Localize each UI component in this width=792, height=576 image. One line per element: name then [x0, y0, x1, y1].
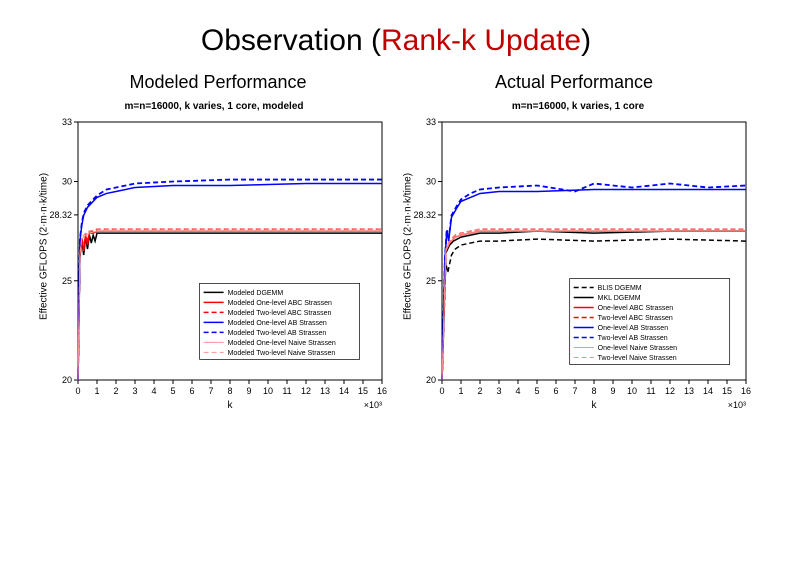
- title-highlight: Rank-k Update: [381, 24, 581, 57]
- legend-label: Two-level ABC Strassen: [598, 315, 673, 322]
- x-tick-label: 13: [684, 386, 694, 396]
- x-tick-label: 8: [591, 386, 596, 396]
- x-tick-label: 15: [722, 386, 732, 396]
- chart-right-ylabel: Effective GFLOPS (2·m·n·k/time): [403, 167, 414, 327]
- x-tick-label: 7: [572, 386, 577, 396]
- x-axis-label: k: [592, 400, 598, 411]
- y-tick-label: 28.32: [49, 210, 72, 220]
- x-tick-label: 11: [282, 386, 291, 396]
- y-tick-label: 33: [426, 117, 436, 127]
- x-axis-label: k: [228, 400, 234, 411]
- chart-right: m=n=16000, k varies, 1 core Effective GF…: [398, 101, 758, 421]
- legend-label: One-level Naive Strassen: [598, 345, 677, 352]
- legend-label: Modeled DGEMM: [228, 290, 284, 297]
- x-tick-label: 7: [208, 386, 213, 396]
- legend-label: Modeled One-level ABC Strassen: [228, 300, 332, 307]
- title-post: ): [581, 24, 591, 57]
- x-tick-label: 0: [439, 386, 444, 396]
- legend-label: Two-level Naive Strassen: [598, 355, 677, 362]
- y-tick-label: 28.32: [413, 210, 436, 220]
- x-tick-label: 6: [553, 386, 558, 396]
- x-tick-label: 11: [646, 386, 655, 396]
- x-tick-label: 9: [610, 386, 615, 396]
- y-tick-label: 30: [62, 177, 72, 187]
- x-tick-label: 6: [189, 386, 194, 396]
- x-tick-label: 5: [534, 386, 539, 396]
- x-tick-label: 12: [301, 386, 311, 396]
- x-tick-label: 0: [75, 386, 80, 396]
- x-tick-label: 13: [320, 386, 330, 396]
- x-tick-label: 12: [665, 386, 675, 396]
- x-tick-label: 3: [496, 386, 501, 396]
- legend-label: Modeled One-level Naive Strassen: [228, 340, 336, 347]
- x-tick-label: 14: [703, 386, 713, 396]
- legend-label: Two-level AB Strassen: [598, 335, 668, 342]
- x-tick-label: 1: [94, 386, 99, 396]
- x-multiplier: ×10³: [728, 400, 746, 410]
- x-tick-label: 3: [132, 386, 137, 396]
- legend-label: Modeled Two-level ABC Strassen: [228, 310, 332, 317]
- chart-left-title: m=n=16000, k varies, 1 core, modeled: [34, 101, 394, 112]
- subtitle-left: Modeled Performance: [40, 72, 396, 93]
- chart-left: m=n=16000, k varies, 1 core, modeled Eff…: [34, 101, 394, 421]
- legend-label: MKL DGEMM: [598, 295, 641, 302]
- chart-left-svg: 012345678910111213141516202528.323033k×1…: [34, 116, 394, 416]
- legend-label: Modeled Two-level AB Strassen: [228, 330, 327, 337]
- page-title: Observation (Rank-k Update): [0, 0, 792, 72]
- charts-row: m=n=16000, k varies, 1 core, modeled Eff…: [0, 93, 792, 421]
- subtitle-right: Actual Performance: [396, 72, 752, 93]
- x-tick-label: 4: [151, 386, 156, 396]
- legend-label: BLIS DGEMM: [598, 285, 642, 292]
- chart-left-ylabel: Effective GFLOPS (2·m·n·k/time): [39, 167, 50, 327]
- subtitles-row: Modeled Performance Actual Performance: [0, 72, 792, 93]
- chart-right-svg: 012345678910111213141516202528.323033k×1…: [398, 116, 758, 416]
- y-tick-label: 20: [62, 375, 72, 385]
- x-tick-label: 5: [170, 386, 175, 396]
- x-tick-label: 2: [113, 386, 118, 396]
- x-tick-label: 15: [358, 386, 368, 396]
- x-multiplier: ×10³: [364, 400, 382, 410]
- chart-right-title: m=n=16000, k varies, 1 core: [398, 101, 758, 112]
- x-tick-label: 14: [339, 386, 349, 396]
- x-tick-label: 16: [741, 386, 751, 396]
- title-pre: Observation (: [201, 24, 381, 57]
- x-tick-label: 4: [515, 386, 520, 396]
- y-tick-label: 20: [426, 375, 436, 385]
- x-tick-label: 16: [377, 386, 387, 396]
- x-tick-label: 1: [458, 386, 463, 396]
- x-tick-label: 2: [477, 386, 482, 396]
- y-tick-label: 33: [62, 117, 72, 127]
- x-tick-label: 10: [627, 386, 637, 396]
- y-tick-label: 25: [62, 276, 72, 286]
- legend-label: One-level ABC Strassen: [598, 305, 674, 312]
- legend-label: One-level AB Strassen: [598, 325, 669, 332]
- legend-label: Modeled Two-level Naive Strassen: [228, 350, 336, 357]
- y-tick-label: 25: [426, 276, 436, 286]
- y-tick-label: 30: [426, 177, 436, 187]
- x-tick-label: 8: [227, 386, 232, 396]
- x-tick-label: 10: [263, 386, 273, 396]
- x-tick-label: 9: [246, 386, 251, 396]
- legend-label: Modeled One-level AB Strassen: [228, 320, 327, 327]
